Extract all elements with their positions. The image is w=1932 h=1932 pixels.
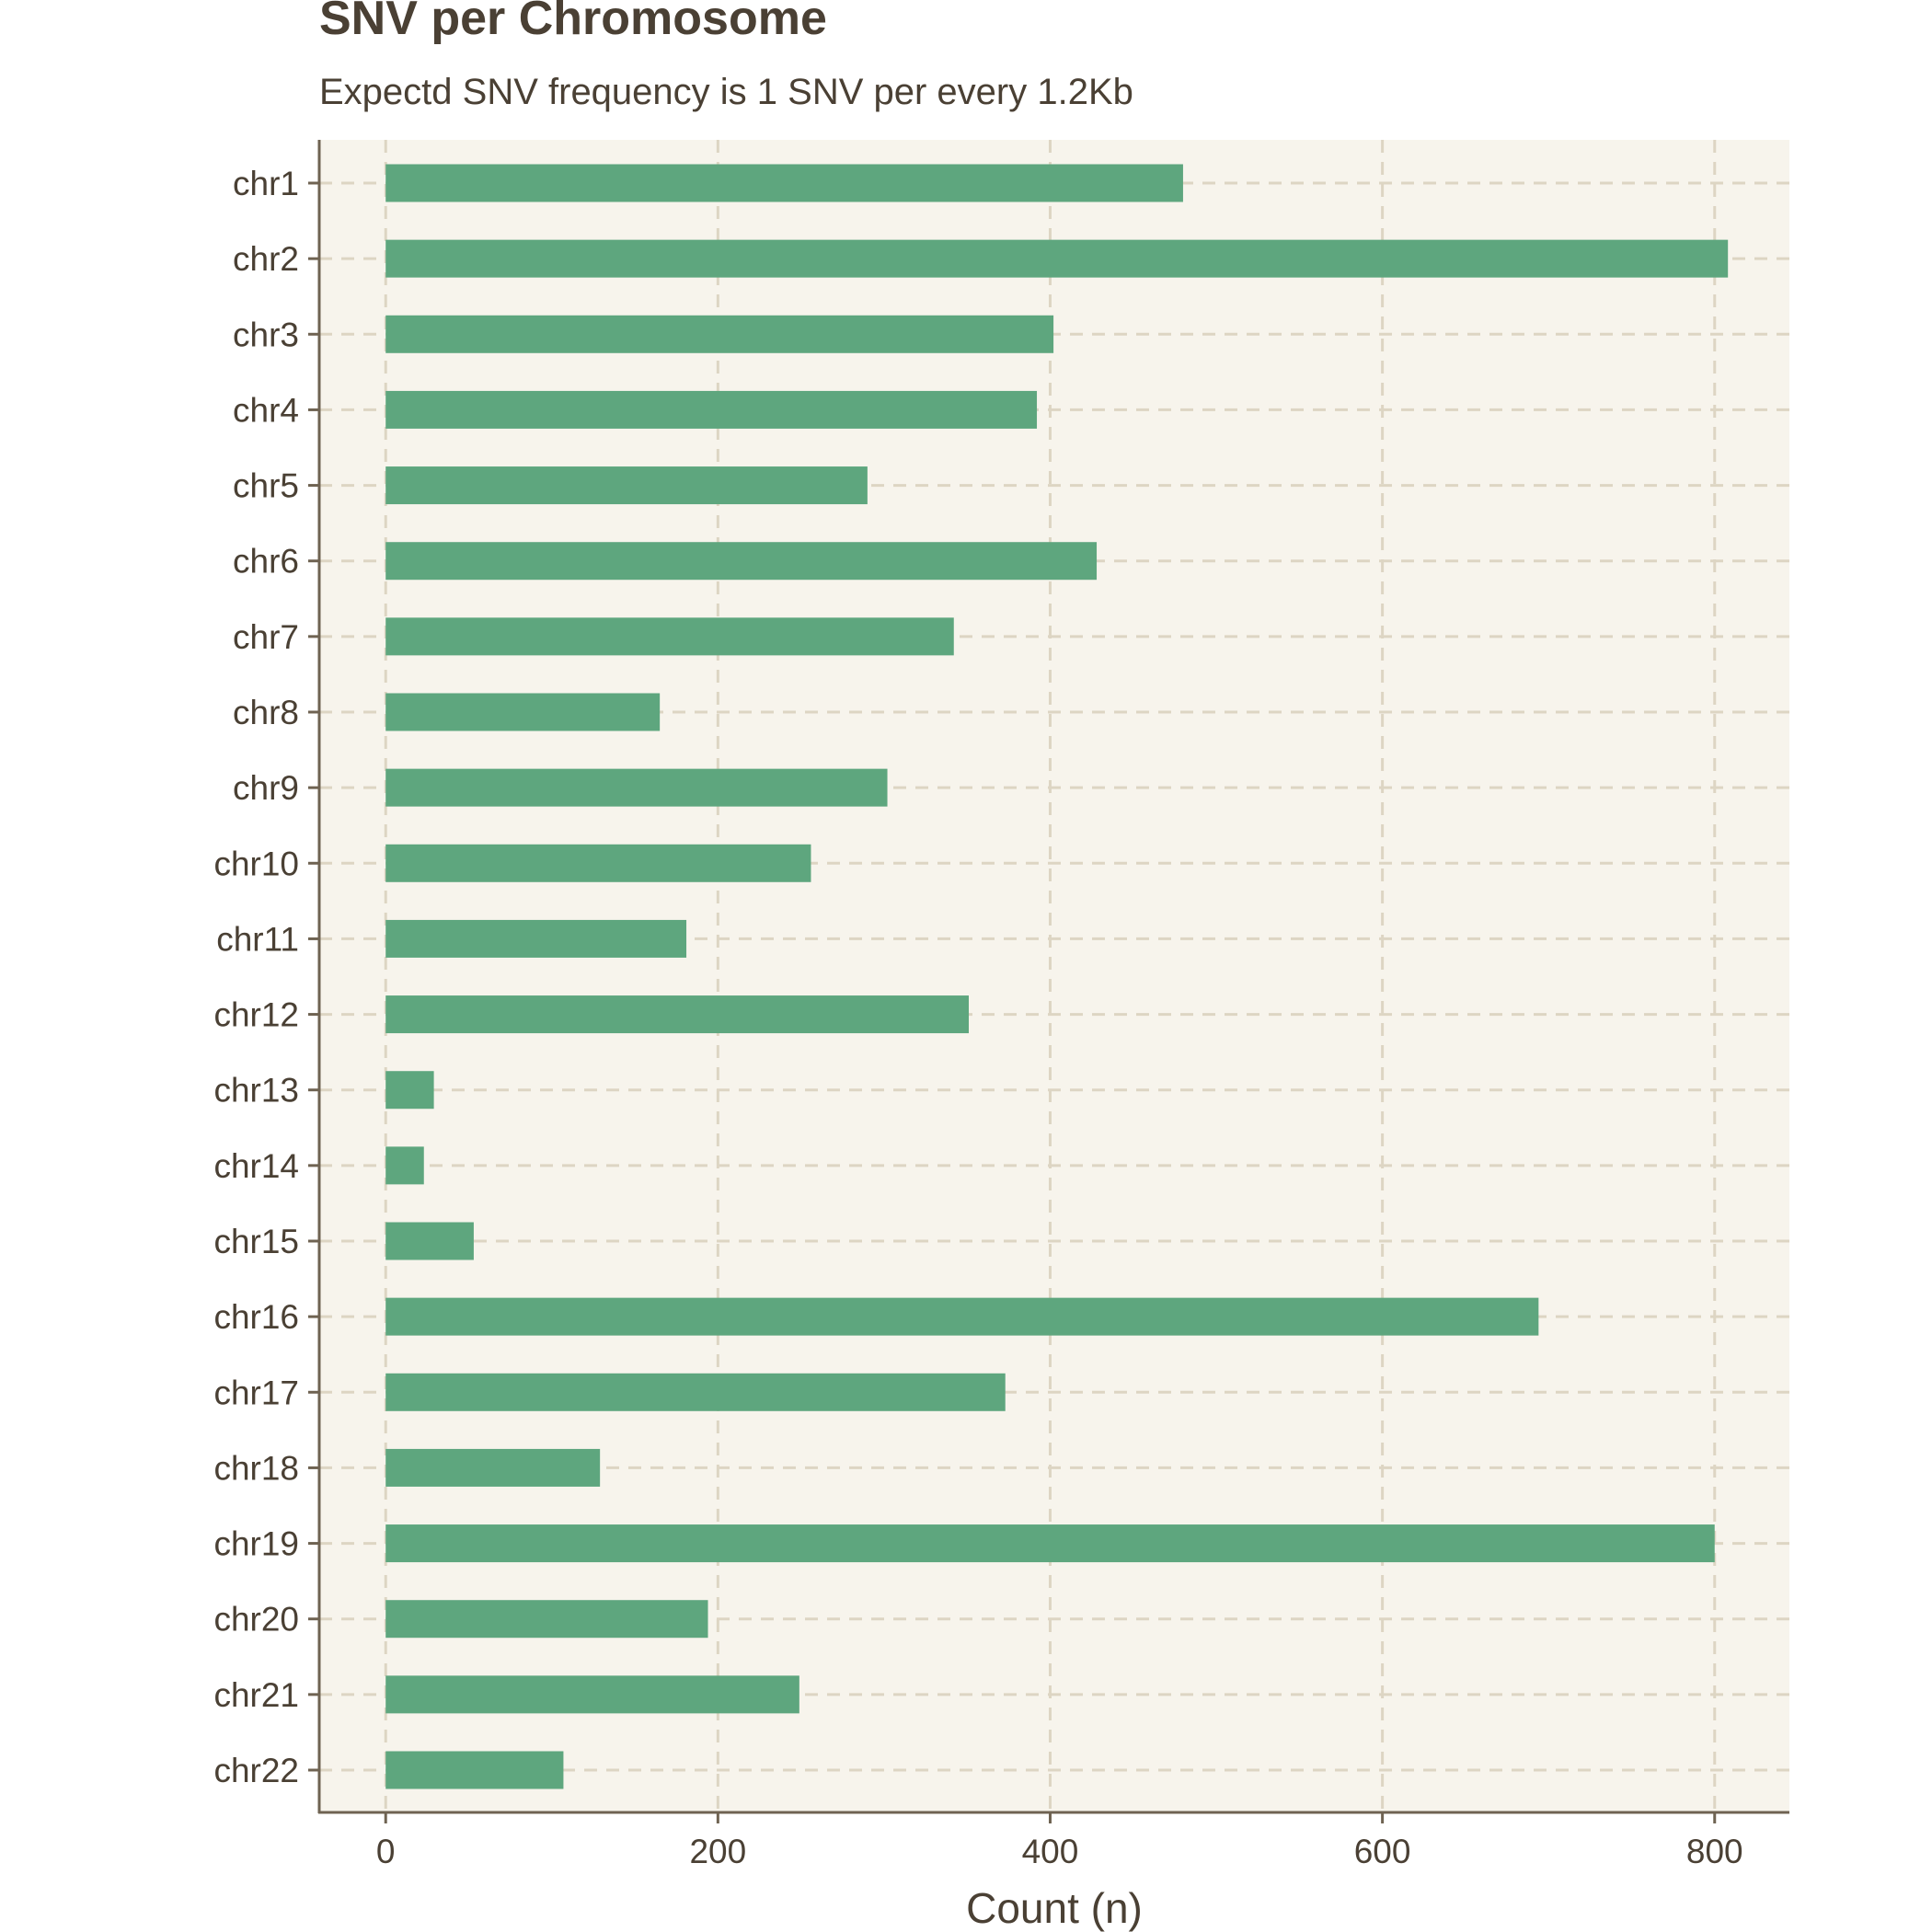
y-tick-label-chr10: chr10 [213,845,299,882]
y-tick-label-chr6: chr6 [233,543,299,581]
x-axis-title: Count (n) [966,1884,1143,1932]
x-tick-label-800: 800 [1686,1833,1743,1870]
y-tick-label-chr5: chr5 [233,467,299,505]
y-tick-label-chr3: chr3 [233,316,299,353]
bar-chr17 [385,1373,1006,1411]
bar-chr1 [385,164,1183,202]
bar-chr5 [385,466,868,505]
chart-title: SNV per Chromosome [319,0,827,45]
bar-chr12 [385,995,970,1034]
bar-chr16 [385,1297,1539,1336]
bar-chr19 [385,1524,1715,1563]
x-tick-label-600: 600 [1354,1833,1411,1870]
bar-chr8 [385,693,661,731]
y-tick-label-chr20: chr20 [213,1601,299,1639]
bar-chr11 [385,919,687,958]
y-tick-label-chr18: chr18 [213,1449,299,1487]
y-tick-label-chr7: chr7 [233,618,299,656]
y-tick-label-chr2: chr2 [233,240,299,278]
bar-chr9 [385,768,888,807]
y-tick-label-chr11: chr11 [216,920,299,958]
x-tick-label-200: 200 [689,1833,746,1870]
bar-chr3 [385,315,1054,353]
y-tick-label-chr17: chr17 [213,1374,299,1411]
bar-chr10 [385,844,811,882]
bar-chr15 [385,1222,474,1260]
y-tick-label-chr12: chr12 [213,996,299,1034]
bar-chr13 [385,1071,434,1110]
bar-chr14 [385,1146,424,1185]
bar-chr7 [385,617,954,656]
chart-subtitle: Expectd SNV frequency is 1 SNV per every… [319,72,1133,112]
bar-chr18 [385,1448,601,1487]
bars [385,164,1729,1789]
y-tick-label-chr19: chr19 [213,1525,299,1563]
bar-chr6 [385,542,1098,581]
bar-chr2 [385,239,1729,278]
y-tick-label-chr4: chr4 [233,391,299,429]
y-tick-label-chr8: chr8 [233,694,299,731]
y-tick-label-chr13: chr13 [213,1072,299,1110]
y-tick-label-chr14: chr14 [213,1147,299,1185]
y-tick-label-chr1: chr1 [233,165,299,202]
y-tick-label-chr15: chr15 [213,1223,299,1260]
y-tick-label-chr16: chr16 [213,1298,299,1336]
bar-chr21 [385,1675,799,1714]
x-tick-label-0: 0 [376,1833,396,1870]
x-axis-ticks: 0 200 400 600 800 [376,1812,1743,1870]
x-tick-label-400: 400 [1022,1833,1079,1870]
y-tick-label-chr9: chr9 [233,769,299,807]
y-tick-label-chr22: chr22 [213,1752,299,1789]
bar-chr4 [385,390,1038,429]
bar-chr20 [385,1600,708,1639]
y-tick-label-chr21: chr21 [213,1676,299,1714]
y-axis-ticks: chr1 chr2 chr3 chr4 chr5 chr6 chr7 chr8 chr9 chr1… [213,165,319,1789]
bar-chr22 [385,1751,564,1789]
